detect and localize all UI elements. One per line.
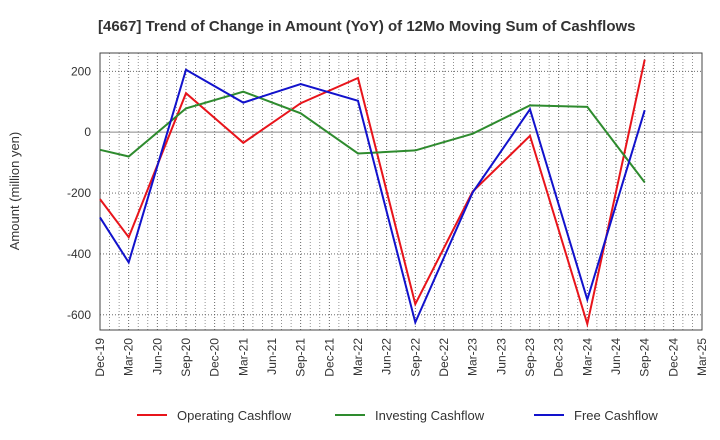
y-axis-label: Amount (million yen) (7, 132, 22, 251)
plot-background (100, 53, 702, 330)
x-tick-label: Jun-23 (494, 338, 508, 375)
x-tick-label: Dec-21 (322, 338, 336, 377)
legend-label-operating-cashflow: Operating Cashflow (177, 408, 292, 423)
x-tick-label: Jun-20 (150, 338, 164, 375)
x-tick-label: Dec-20 (208, 338, 222, 377)
legend-label-free-cashflow: Free Cashflow (574, 408, 658, 423)
series-line-free-cashflow (99, 68, 646, 326)
x-tick-label: Mar-25 (695, 338, 709, 376)
x-tick-label: Sep-20 (179, 338, 193, 377)
x-tick-label: Dec-19 (93, 338, 107, 377)
chart-title: [4667] Trend of Change in Amount (YoY) o… (98, 18, 636, 35)
y-tick-label: -600 (67, 308, 91, 322)
x-tick-label: Mar-21 (236, 338, 250, 376)
x-tick-label: Sep-24 (638, 338, 652, 377)
y-tick-label: 200 (71, 64, 91, 78)
x-tick-label: Dec-23 (552, 338, 566, 377)
series-line-investing-cashflow (99, 90, 646, 184)
x-tick-label: Sep-22 (408, 338, 422, 377)
legend: Operating Cashflow Investing Cashflow Free… (137, 408, 658, 423)
x-tick-label: Mar-22 (351, 338, 365, 376)
x-tick-label: Jun-22 (380, 338, 394, 375)
x-tick-label: Mar-24 (580, 338, 594, 376)
x-tick-label: Mar-23 (466, 338, 480, 376)
x-tick-label: Mar-20 (122, 338, 136, 376)
y-tick-label: -400 (67, 247, 91, 261)
y-tick-label: 0 (84, 125, 91, 139)
x-tick-label: Jun-24 (609, 338, 623, 375)
plot-area: 200 0 -200 -400 -600 Dec-19 Mar-20 Jun-20 Sep-20… (67, 52, 709, 377)
y-tick-label: -200 (67, 186, 91, 200)
x-tick-label: Jun-21 (265, 338, 279, 375)
x-tick-label: Sep-23 (523, 338, 537, 377)
plot-border (99, 52, 703, 331)
x-tick-label: Dec-24 (666, 338, 680, 377)
legend-label-investing-cashflow: Investing Cashflow (375, 408, 485, 423)
x-tick-label: Sep-21 (294, 338, 308, 377)
series-line-operating-cashflow (99, 59, 646, 328)
x-tick-label: Dec-22 (437, 338, 451, 377)
